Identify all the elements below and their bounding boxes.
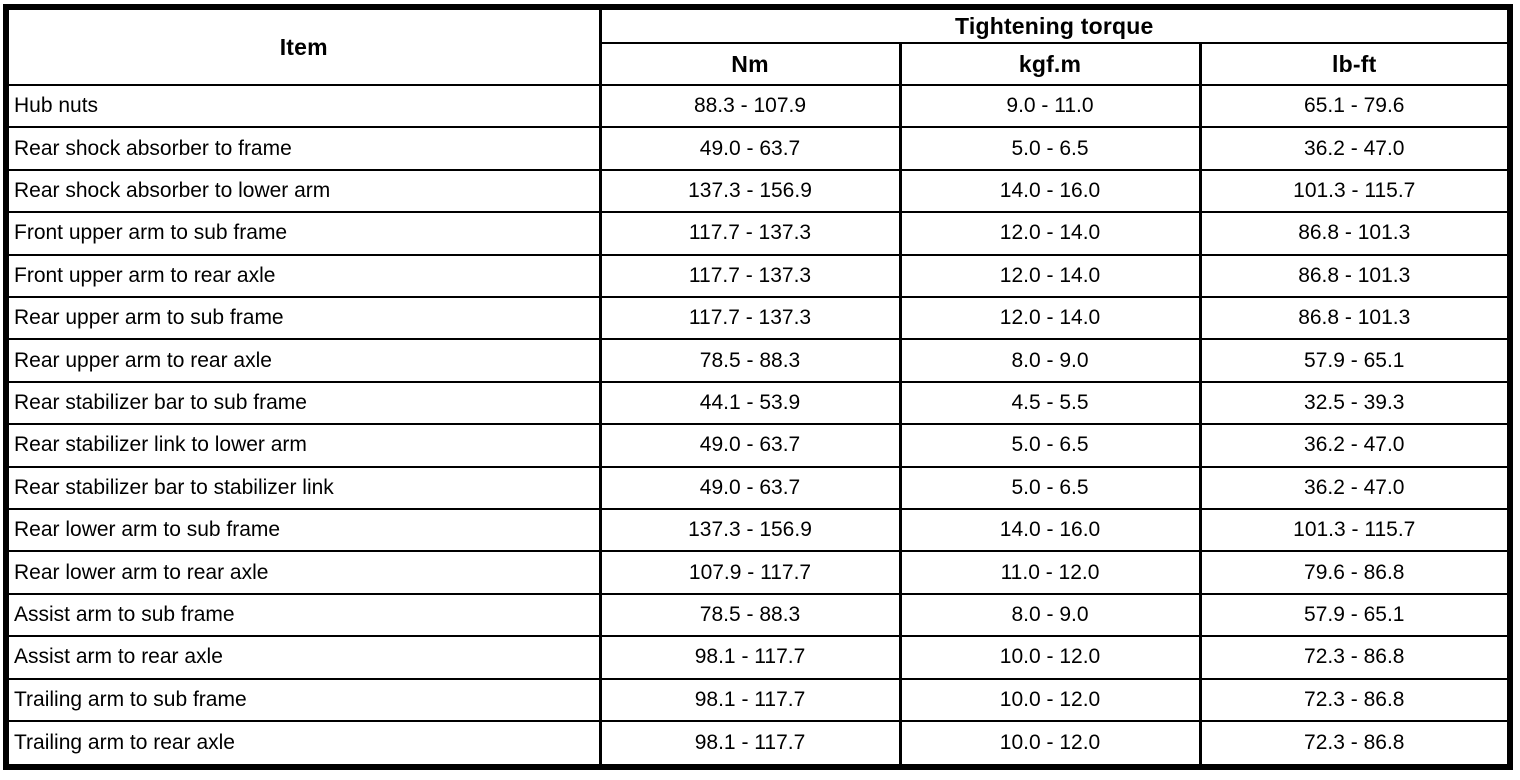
lbft-value-cell: 65.1 - 79.6: [1198, 83, 1512, 129]
nm-value-cell: 44.1 - 53.9: [598, 380, 902, 426]
table-row: Assist arm to rear axle 98.1 - 117.7 10.…: [4, 635, 1512, 680]
item-cell: Rear upper arm to sub frame: [4, 296, 602, 341]
nm-value-cell: 49.0 - 63.7: [598, 126, 902, 171]
table-row: Rear stabilizer bar to sub frame 44.1 - …: [4, 380, 1512, 426]
kgfm-value-cell: 4.5 - 5.5: [898, 380, 1202, 426]
table-row: Front upper arm to rear axle 117.7 - 137…: [4, 253, 1512, 299]
lbft-value-cell: 79.6 - 86.8: [1198, 550, 1512, 595]
nm-value-cell: 49.0 - 63.7: [598, 465, 902, 511]
nm-value-cell: 137.3 - 156.9: [598, 508, 902, 553]
nm-value-cell: 117.7 - 137.3: [598, 211, 902, 256]
table-row: Trailing arm to rear axle 98.1 - 117.7 1…: [4, 720, 1512, 768]
lbft-value-cell: 72.3 - 86.8: [1198, 635, 1512, 680]
kgfm-value-cell: 12.0 - 14.0: [898, 296, 1202, 341]
kgfm-value-cell: 14.0 - 16.0: [898, 168, 1202, 214]
item-cell: Rear stabilizer bar to stabilizer link: [4, 465, 602, 511]
nm-value-cell: 98.1 - 117.7: [598, 720, 902, 768]
table-row: Rear shock absorber to frame 49.0 - 63.7…: [4, 126, 1512, 171]
table-row: Trailing arm to sub frame 98.1 - 117.7 1…: [4, 677, 1512, 723]
item-cell: Rear shock absorber to frame: [4, 126, 602, 171]
kgfm-value-cell: 5.0 - 6.5: [898, 126, 1202, 171]
lbft-value-cell: 72.3 - 86.8: [1198, 677, 1512, 723]
lbft-value-cell: 57.9 - 65.1: [1198, 338, 1512, 383]
lbft-column-header: lb-ft: [1198, 42, 1512, 86]
nm-value-cell: 98.1 - 117.7: [598, 635, 902, 680]
lbft-value-cell: 86.8 - 101.3: [1198, 296, 1512, 341]
item-cell: Rear lower arm to rear axle: [4, 550, 602, 595]
kgfm-value-cell: 8.0 - 9.0: [898, 592, 1202, 638]
item-cell: Hub nuts: [4, 83, 602, 129]
lbft-value-cell: 86.8 - 101.3: [1198, 211, 1512, 256]
table-row: Rear stabilizer bar to stabilizer link 4…: [4, 465, 1512, 511]
lbft-value-cell: 101.3 - 115.7: [1198, 168, 1512, 214]
nm-value-cell: 78.5 - 88.3: [598, 338, 902, 383]
kgfm-value-cell: 8.0 - 9.0: [898, 338, 1202, 383]
nm-value-cell: 98.1 - 117.7: [598, 677, 902, 723]
item-column-header: Item: [4, 6, 602, 86]
nm-value-cell: 107.9 - 117.7: [598, 550, 902, 595]
item-cell: Assist arm to sub frame: [4, 592, 602, 638]
item-cell: Rear lower arm to sub frame: [4, 508, 602, 553]
tightening-torque-group-header: Tightening torque: [598, 6, 1512, 44]
kgfm-value-cell: 14.0 - 16.0: [898, 508, 1202, 553]
table-row: Assist arm to sub frame 78.5 - 88.3 8.0 …: [4, 592, 1512, 638]
item-cell: Assist arm to rear axle: [4, 635, 602, 680]
kgfm-value-cell: 10.0 - 12.0: [898, 635, 1202, 680]
kgfm-column-header: kgf.m: [898, 42, 1202, 86]
table-row: Rear upper arm to rear axle 78.5 - 88.3 …: [4, 338, 1512, 383]
item-cell: Rear stabilizer bar to sub frame: [4, 380, 602, 426]
nm-value-cell: 117.7 - 137.3: [598, 253, 902, 299]
nm-column-header: Nm: [598, 42, 902, 86]
table-row: Rear lower arm to rear axle 107.9 - 117.…: [4, 550, 1512, 595]
item-cell: Rear stabilizer link to lower arm: [4, 423, 602, 468]
kgfm-value-cell: 9.0 - 11.0: [898, 83, 1202, 129]
nm-value-cell: 88.3 - 107.9: [598, 83, 902, 129]
header-row-group: Item Tightening torque: [4, 6, 1512, 86]
lbft-value-cell: 36.2 - 47.0: [1198, 126, 1512, 171]
kgfm-value-cell: 11.0 - 12.0: [898, 550, 1202, 595]
lbft-value-cell: 36.2 - 47.0: [1198, 423, 1512, 468]
kgfm-value-cell: 5.0 - 6.5: [898, 423, 1202, 468]
header-row-units: Nm kgf.m lb-ft: [6, 42, 1512, 86]
kgfm-value-cell: 10.0 - 12.0: [898, 720, 1202, 768]
lbft-value-cell: 101.3 - 115.7: [1198, 508, 1512, 553]
tightening-torque-table: Item Tightening torque Nm kgf.m lb-ft Hu…: [3, 4, 1513, 770]
table-row: Rear lower arm to sub frame 137.3 - 156.…: [4, 508, 1512, 553]
lbft-value-cell: 32.5 - 39.3: [1198, 380, 1512, 426]
table-row: Rear stabilizer link to lower arm 49.0 -…: [4, 423, 1512, 468]
table-row: Front upper arm to sub frame 117.7 - 137…: [4, 211, 1512, 256]
item-cell: Trailing arm to sub frame: [4, 677, 602, 723]
item-cell: Trailing arm to rear axle: [4, 720, 602, 768]
table-row: Hub nuts 88.3 - 107.9 9.0 - 11.0 65.1 - …: [4, 83, 1512, 129]
lbft-value-cell: 72.3 - 86.8: [1198, 720, 1512, 768]
kgfm-value-cell: 5.0 - 6.5: [898, 465, 1202, 511]
nm-value-cell: 49.0 - 63.7: [598, 423, 902, 468]
nm-value-cell: 117.7 - 137.3: [598, 296, 902, 341]
kgfm-value-cell: 10.0 - 12.0: [898, 677, 1202, 723]
item-cell: Rear shock absorber to lower arm: [4, 168, 602, 214]
nm-value-cell: 78.5 - 88.3: [598, 592, 902, 638]
kgfm-value-cell: 12.0 - 14.0: [898, 253, 1202, 299]
lbft-value-cell: 36.2 - 47.0: [1198, 465, 1512, 511]
nm-value-cell: 137.3 - 156.9: [598, 168, 902, 214]
item-cell: Rear upper arm to rear axle: [4, 338, 602, 383]
lbft-value-cell: 86.8 - 101.3: [1198, 253, 1512, 299]
item-cell: Front upper arm to rear axle: [4, 253, 602, 299]
table-row: Rear upper arm to sub frame 117.7 - 137.…: [4, 296, 1512, 341]
table-row: Rear shock absorber to lower arm 137.3 -…: [4, 168, 1512, 214]
item-cell: Front upper arm to sub frame: [4, 211, 602, 256]
lbft-value-cell: 57.9 - 65.1: [1198, 592, 1512, 638]
kgfm-value-cell: 12.0 - 14.0: [898, 211, 1202, 256]
